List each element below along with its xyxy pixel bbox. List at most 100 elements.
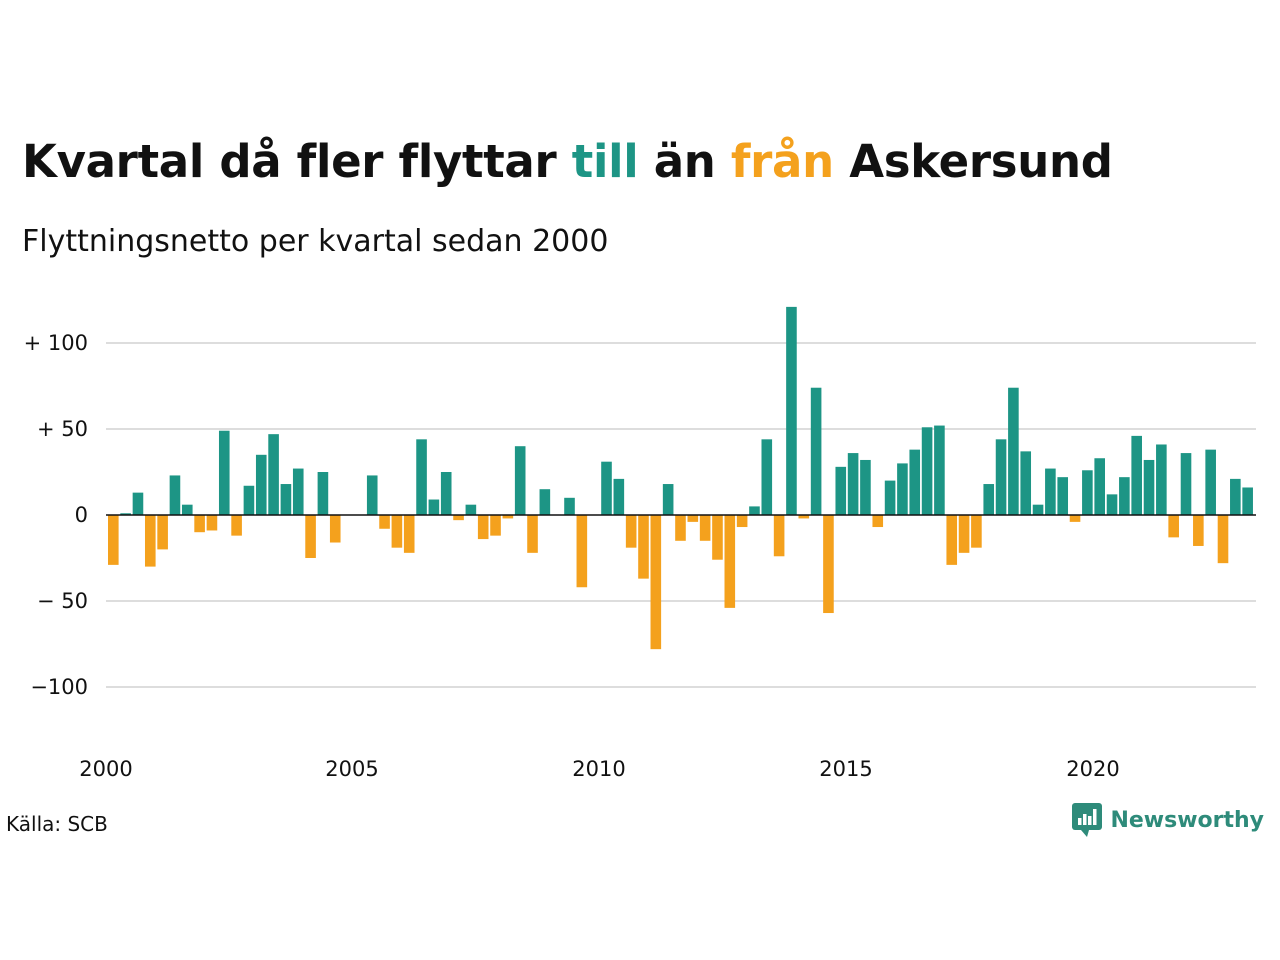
bar [453,515,464,521]
bar [502,515,514,519]
bar [662,484,674,515]
title-word-till: till [571,135,639,188]
grid-lines [106,342,1256,688]
bar [1094,458,1105,515]
bar [1057,477,1069,515]
bar [798,515,810,519]
bar [934,425,945,515]
bar [1119,477,1130,515]
bar [638,515,649,579]
bar [465,504,477,515]
bar [169,475,181,515]
bar [576,515,588,588]
bar [983,484,995,515]
bar [872,515,884,528]
bar [613,478,625,515]
bar [823,515,834,614]
bar [1242,487,1253,515]
bar [1217,515,1229,564]
bar [860,459,871,515]
bar [1069,515,1081,522]
bar [366,475,378,515]
x-tick-label: 2015 [819,757,872,781]
bar [625,515,637,548]
bar [268,434,279,515]
bar [995,439,1007,515]
bar [1045,468,1056,515]
bar [786,306,797,515]
bar [108,515,119,565]
bar [206,515,218,531]
bar [305,515,316,558]
bar [1082,470,1093,515]
bar [194,515,205,533]
bar [699,515,711,541]
bar [1168,515,1179,538]
bar [897,463,908,515]
bar [181,504,193,515]
bar [514,446,526,515]
chart-title: Kvartal då fler flyttar till än från Ask… [22,132,1113,192]
bar [428,499,440,515]
title-part-1: Kvartal då fler flyttar [22,135,572,188]
bar [391,515,403,548]
x-tick-label: 2000 [79,757,132,781]
bar [773,515,785,557]
bar [1143,459,1155,515]
bar [946,515,958,565]
bar [1193,515,1204,546]
bar [1205,449,1216,515]
y-tick-label: + 100 [24,331,88,355]
bar [231,515,242,536]
bar [1008,387,1019,515]
bar [416,439,427,515]
bar [477,515,489,540]
title-part-2: än [638,135,731,188]
y-tick-label: + 50 [37,417,88,441]
y-tick-label: − 50 [37,589,88,613]
newsworthy-logo: Newsworthy [1072,803,1264,837]
newsworthy-logo-icon [1072,803,1103,837]
bar [539,489,551,515]
bar [1131,435,1142,515]
bar [736,515,748,528]
bar [218,430,230,515]
bar [329,515,341,543]
y-tick-label: 0 [75,503,88,527]
bar [1230,478,1241,515]
title-word-fran: från [730,135,834,188]
bar [132,492,144,515]
bar [157,515,168,550]
bar [1106,494,1118,515]
title-part-3: Askersund [833,135,1113,188]
bar [835,466,847,515]
bar [1156,444,1167,515]
bar [810,387,822,515]
bar [675,515,686,541]
bar [921,427,933,515]
bar [120,513,131,515]
bar [144,515,156,567]
bar [379,515,390,529]
bar [317,472,329,515]
bar [650,515,662,650]
bar [255,454,267,515]
bar [884,480,896,515]
x-tick-label: 2020 [1066,757,1119,781]
bar [971,515,982,548]
x-axis: 2000 2005 2010 2015 2020 [79,757,1119,781]
y-tick-label: −100 [30,675,88,699]
bar [527,515,538,553]
bar [1180,453,1192,515]
bar [280,484,292,515]
bar [761,439,773,515]
bar [847,453,859,515]
bar [490,515,501,536]
bar [1032,504,1044,515]
bars [108,306,1253,650]
bar [712,515,723,560]
bar [564,497,575,515]
bar [440,472,452,515]
x-tick-label: 2010 [572,757,625,781]
x-tick-label: 2005 [325,757,378,781]
